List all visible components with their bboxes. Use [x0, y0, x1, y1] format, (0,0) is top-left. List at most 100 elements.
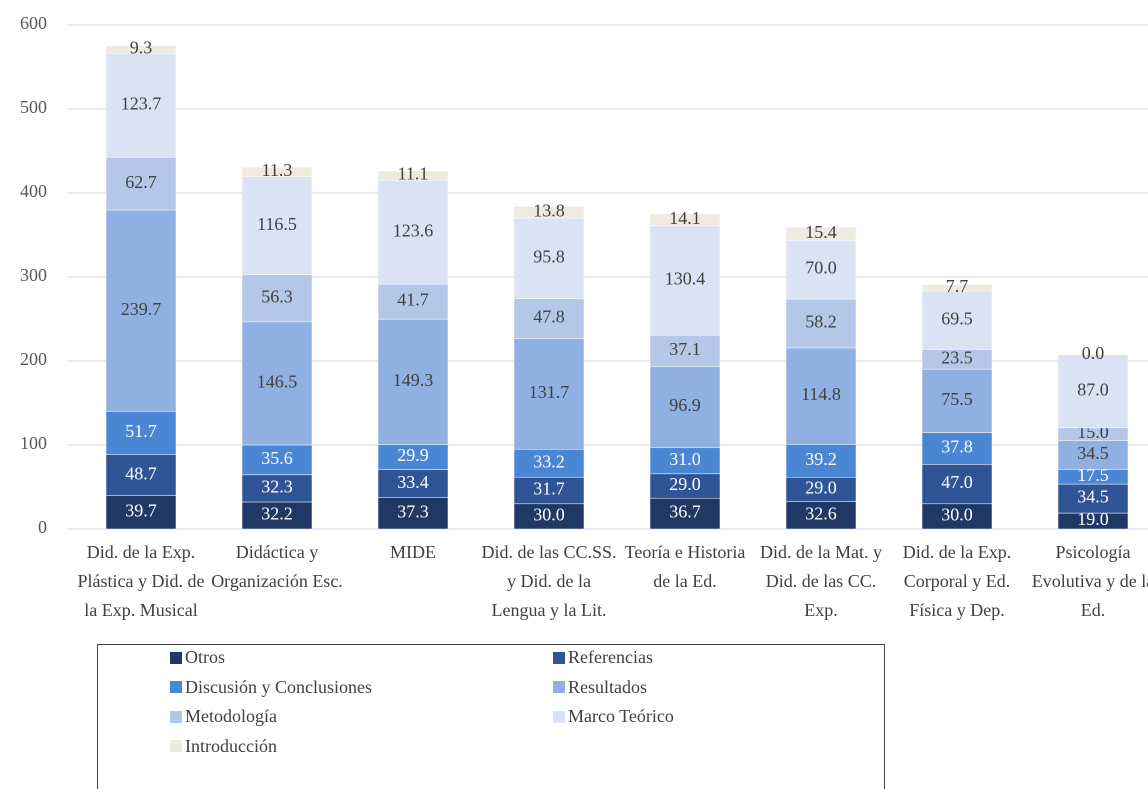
bar-segment: [105, 454, 177, 496]
bar-segment: [241, 166, 313, 177]
data-label: 32.3: [261, 477, 293, 497]
data-label: 31.0: [669, 449, 701, 469]
bar-segment: [649, 334, 721, 367]
data-label: 33.4: [397, 472, 429, 492]
bar-segment: [921, 284, 993, 292]
x-tick-label: Did. de la Mat. y Did. de las CC. Exp.: [760, 542, 882, 620]
data-label: 34.5: [1077, 487, 1109, 507]
data-label: 29.0: [669, 474, 701, 494]
bar-segment: [785, 477, 857, 502]
data-label: 123.6: [393, 220, 434, 240]
data-label: 33.2: [533, 451, 565, 471]
legend-swatch: [170, 651, 182, 664]
y-tick-label: 300: [20, 265, 47, 285]
bar-segment: [785, 298, 857, 349]
bar-segment: [105, 53, 177, 158]
bar-segment: [105, 209, 177, 412]
data-label: 70.0: [805, 258, 837, 278]
bar-segment: [921, 464, 993, 505]
bar-segment: [513, 338, 585, 450]
data-label: 146.5: [257, 372, 298, 392]
bar-segment: [785, 444, 857, 478]
bar-segment: [241, 321, 313, 446]
bar-segment: [513, 476, 585, 505]
bar-segment: [105, 157, 177, 211]
data-label: 48.7: [125, 463, 157, 483]
legend-label: Resultados: [568, 676, 647, 697]
bar-segment: [649, 225, 721, 336]
bar-segment: [921, 290, 993, 350]
data-label: 0.0: [1082, 343, 1105, 363]
data-label: 37.1: [669, 339, 701, 359]
bar-segment: [785, 227, 857, 241]
bar-segment: [377, 497, 449, 530]
data-label: 56.3: [261, 286, 293, 306]
data-label: 114.8: [801, 384, 841, 404]
legend-label: Metodología: [185, 706, 277, 726]
y-tick-label: 100: [20, 433, 47, 453]
legend-swatch: [553, 710, 565, 723]
data-label: 69.5: [941, 308, 973, 328]
legend-swatch: [170, 710, 182, 723]
data-label: 37.3: [397, 501, 429, 521]
legend-item: Resultados: [553, 677, 647, 698]
legend-label: Marco Teórico: [568, 706, 674, 726]
data-label: 11.1: [398, 164, 429, 184]
bar-segment: [377, 283, 449, 320]
bar-segment: [105, 411, 177, 455]
data-label: 11.3: [262, 160, 293, 180]
x-tick-label: MIDE: [390, 542, 436, 562]
x-tick-label: Did. de la Exp. Corporal y Ed. Física y …: [902, 542, 1012, 620]
bar-segment: [649, 447, 721, 475]
data-label: 131.7: [529, 382, 570, 402]
data-label: 149.3: [393, 370, 434, 390]
bar-segment: [105, 45, 177, 54]
bar-segment: [649, 213, 721, 226]
bar-segment: [513, 449, 585, 478]
bar-segment: [649, 497, 721, 530]
data-label: 58.2: [805, 312, 837, 332]
legend-item: Metodología: [170, 706, 277, 727]
bar-segment: [785, 501, 857, 530]
data-label: 41.7: [397, 290, 429, 310]
bar-segment: [785, 347, 857, 445]
bar-segment: [241, 274, 313, 323]
data-label: 36.7: [669, 502, 701, 522]
data-label: 15.4: [805, 222, 837, 242]
legend-item: Discusión y Conclusiones: [170, 677, 372, 698]
data-label: 32.2: [261, 504, 293, 524]
data-label: 96.9: [669, 395, 701, 415]
bar-segment: [649, 366, 721, 449]
data-label: 9.3: [130, 38, 153, 58]
bar-segment: [1057, 440, 1129, 470]
bar-segment: [921, 368, 993, 433]
data-label: 37.8: [941, 437, 973, 457]
data-label: 30.0: [533, 505, 565, 525]
bar-segment: [513, 503, 585, 530]
data-label: 30.0: [941, 505, 973, 525]
data-label: 35.6: [261, 448, 293, 468]
x-tick-label: Psicología Evolutiva y de la Ed.: [1031, 542, 1148, 620]
data-label: 19.0: [1077, 509, 1109, 529]
bar-segment: [241, 176, 313, 275]
legend-swatch: [553, 651, 565, 664]
legend-label: Discusión y Conclusiones: [185, 676, 372, 697]
legend-swatch: [553, 681, 565, 693]
data-label: 47.0: [941, 472, 973, 492]
data-label: 34.5: [1077, 443, 1109, 463]
legend-item: Otros: [170, 647, 225, 668]
data-label: 7.7: [946, 276, 969, 296]
legend-label: Referencias: [568, 647, 653, 667]
bar-segment: [1057, 483, 1129, 514]
bar-segment: [377, 170, 449, 181]
data-label: 123.7: [121, 93, 162, 113]
legend: Otros Referencias Discusión y Conclusiones…: [97, 644, 885, 789]
data-label: 14.1: [669, 208, 701, 228]
data-label: 29.0: [805, 478, 837, 498]
data-label: 116.5: [257, 214, 297, 234]
data-label: 32.6: [805, 503, 837, 523]
data-label: 239.7: [121, 299, 162, 319]
x-tick-label: Teoría e Historia de la Ed.: [624, 542, 746, 591]
legend-item: Marco Teórico: [553, 706, 674, 727]
